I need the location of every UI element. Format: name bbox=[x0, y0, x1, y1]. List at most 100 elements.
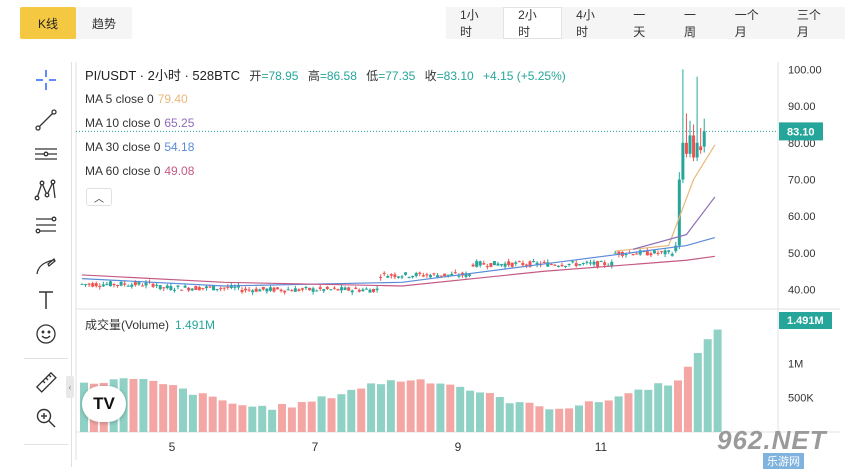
tradingview-logo[interactable]: TV bbox=[82, 386, 126, 422]
candle-body bbox=[507, 261, 511, 266]
candle-body bbox=[116, 285, 120, 287]
candle-body bbox=[436, 275, 440, 278]
interval-1mo[interactable]: 一个月 bbox=[734, 8, 759, 39]
collapse-toolbar-button[interactable]: ‹ bbox=[66, 376, 74, 398]
candle-body bbox=[446, 274, 450, 276]
price-tick-label: 40.00 bbox=[788, 285, 816, 297]
tab-kline[interactable]: K线 bbox=[20, 7, 76, 39]
candle-body bbox=[162, 287, 166, 289]
candle-body bbox=[340, 287, 344, 291]
candle-body bbox=[396, 276, 400, 278]
time-tick-label: 5 bbox=[169, 440, 176, 454]
candle-body bbox=[379, 276, 383, 278]
interval-2h[interactable]: 2小时 bbox=[503, 7, 563, 39]
candle-body bbox=[322, 289, 326, 291]
candle-body bbox=[556, 265, 560, 267]
candle-body bbox=[581, 263, 585, 265]
collapse-legend-button[interactable]: ︿ bbox=[86, 188, 112, 206]
close-value: =83.10 bbox=[436, 69, 474, 83]
volume-bar bbox=[406, 380, 415, 432]
candle-body bbox=[592, 261, 596, 265]
candle-body bbox=[688, 135, 692, 154]
interval-3mo[interactable]: 三个月 bbox=[796, 8, 821, 39]
volume-bar bbox=[624, 393, 633, 432]
candle-body bbox=[560, 264, 564, 267]
candle-body bbox=[343, 287, 347, 290]
fib-retracement-icon[interactable] bbox=[32, 212, 60, 240]
volume-bar bbox=[149, 380, 158, 432]
interval-1w[interactable]: 一周 bbox=[683, 8, 696, 39]
emoji-icon[interactable] bbox=[32, 320, 60, 348]
volume-bar bbox=[604, 400, 613, 432]
candle-body bbox=[411, 275, 415, 278]
candle-body bbox=[692, 135, 696, 158]
tab-trend[interactable]: 趋势 bbox=[91, 16, 116, 31]
candle-body bbox=[375, 288, 379, 291]
pattern-icon[interactable] bbox=[32, 176, 60, 204]
candle-body bbox=[421, 275, 425, 277]
candle-body bbox=[468, 274, 472, 276]
candle-body bbox=[514, 262, 518, 264]
candle-body bbox=[571, 261, 575, 263]
volume-bar bbox=[268, 409, 277, 432]
candle-body bbox=[119, 281, 123, 286]
watermark-text: 962.NET bbox=[717, 425, 827, 455]
volume-bar bbox=[416, 379, 425, 432]
candle-body bbox=[699, 146, 703, 151]
candle-body bbox=[101, 284, 105, 287]
candle-body bbox=[364, 288, 368, 290]
candle-body bbox=[439, 275, 443, 277]
drawing-toolbar bbox=[20, 62, 72, 467]
price-tick-label: 80.00 bbox=[788, 138, 816, 150]
candle-body bbox=[98, 286, 102, 288]
candle-body bbox=[702, 131, 706, 147]
candle-body bbox=[425, 274, 429, 276]
trend-line-icon[interactable] bbox=[32, 106, 60, 134]
candle-body bbox=[226, 286, 230, 288]
interval-1d[interactable]: 一天 bbox=[633, 8, 646, 39]
volume-bar bbox=[278, 403, 286, 432]
horizontal-lines-icon[interactable] bbox=[32, 140, 60, 168]
time-tick-label: 7 bbox=[312, 440, 319, 454]
crosshair-icon[interactable] bbox=[32, 66, 60, 94]
candle-body bbox=[542, 261, 546, 263]
candle-body bbox=[695, 142, 699, 158]
volume-bar bbox=[555, 408, 564, 432]
volume-bar bbox=[654, 383, 663, 432]
volume-bar bbox=[614, 396, 623, 432]
candle-body bbox=[663, 250, 667, 255]
candle-body bbox=[464, 273, 468, 277]
candle-body bbox=[564, 265, 568, 267]
brush-icon[interactable] bbox=[32, 252, 60, 280]
zoom-in-icon[interactable] bbox=[32, 404, 60, 432]
text-icon[interactable] bbox=[32, 286, 60, 314]
candle-body bbox=[332, 287, 336, 289]
last-price-label: 83.10 bbox=[787, 126, 815, 138]
candle-body bbox=[617, 251, 621, 255]
volume-bar bbox=[713, 329, 722, 432]
candle-body bbox=[660, 251, 664, 253]
candle-body bbox=[126, 285, 130, 287]
candle-body bbox=[229, 285, 233, 289]
price-tick-label: 70.00 bbox=[788, 174, 816, 186]
open-value: =78.95 bbox=[261, 69, 299, 83]
interval-1h[interactable]: 1小时 bbox=[460, 8, 479, 39]
ma5-legend: MA 5 close 0 79.40 bbox=[85, 92, 188, 106]
volume-bar bbox=[515, 402, 524, 432]
volume-bar bbox=[693, 352, 702, 432]
candle-body bbox=[681, 142, 685, 180]
candle-body bbox=[649, 253, 653, 256]
candle-body bbox=[496, 263, 500, 266]
candle-body bbox=[503, 263, 507, 267]
interval-4h[interactable]: 4小时 bbox=[576, 8, 595, 39]
ruler-icon[interactable] bbox=[32, 368, 60, 396]
candle-body bbox=[674, 245, 678, 252]
candle-body bbox=[578, 264, 582, 266]
candle-body bbox=[276, 287, 280, 290]
ma10-legend: MA 10 close 0 65.25 bbox=[85, 116, 194, 130]
volume-bar bbox=[525, 402, 534, 432]
candle-body bbox=[471, 264, 475, 267]
candle-body bbox=[208, 286, 212, 288]
volume-bar bbox=[317, 396, 326, 432]
candle-body bbox=[94, 283, 98, 287]
